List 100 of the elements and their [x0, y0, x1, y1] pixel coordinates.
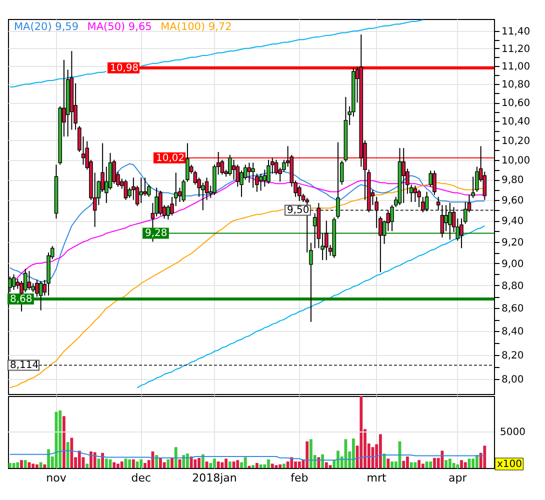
bar [182, 455, 186, 468]
bar [16, 462, 20, 468]
bar [174, 447, 178, 468]
bar [159, 458, 162, 468]
bar [475, 455, 478, 468]
bar [166, 459, 170, 468]
x-tick-label: mrt [366, 472, 388, 484]
bar [386, 458, 390, 468]
candlestick [35, 279, 39, 298]
bar [321, 454, 324, 468]
bar [328, 465, 332, 468]
bar [298, 462, 301, 468]
bar [236, 460, 240, 468]
bar [259, 464, 262, 468]
candlestick [432, 170, 436, 196]
bar [252, 465, 255, 468]
bar [352, 438, 355, 468]
bar [39, 462, 42, 468]
y-tick-label: 10,20 [502, 136, 530, 147]
bar [306, 441, 309, 468]
bar [464, 462, 467, 468]
bar [116, 464, 120, 468]
bar [93, 452, 96, 468]
bar [282, 464, 286, 468]
y-tick-label: 8,40 [502, 326, 524, 338]
bar [278, 464, 282, 468]
y-tick-label: 10,40 [502, 116, 530, 128]
bar [220, 462, 224, 468]
candlestick [266, 159, 270, 184]
candlestick [251, 162, 255, 188]
text: 5000 [500, 427, 526, 438]
bar [101, 452, 104, 468]
candlestick [143, 177, 147, 196]
bar [209, 462, 212, 468]
line-series [136, 225, 486, 388]
candlestick [262, 169, 267, 188]
bar [406, 456, 409, 468]
bar [483, 446, 486, 468]
candlestick [402, 148, 406, 204]
text: MA(50) 9,65 [87, 21, 152, 33]
bar [66, 442, 70, 468]
candlestick [258, 173, 263, 192]
text: MA(20) 9,59 [14, 21, 79, 33]
y-tick-label: 9,60 [502, 195, 524, 206]
candlestick [417, 189, 421, 208]
bar [456, 464, 460, 468]
bar [228, 462, 232, 468]
y-tick-label: 10,80 [502, 80, 530, 91]
candlestick [12, 274, 16, 290]
bar [270, 464, 274, 468]
y-tick-label: 8,60 [502, 304, 524, 315]
x-tick-label: feb [290, 472, 308, 484]
x-tick-label: nov [46, 472, 67, 484]
bar [317, 457, 320, 468]
candlestick [247, 162, 252, 184]
bar [410, 462, 413, 468]
bar [444, 460, 448, 468]
bar [324, 462, 328, 468]
bar [170, 458, 174, 468]
y-tick-label: 9,40 [502, 216, 524, 228]
bar [86, 464, 89, 468]
bar [390, 462, 394, 468]
bar [190, 456, 193, 468]
bar [224, 458, 228, 468]
bar [414, 462, 417, 468]
bar [140, 459, 143, 468]
x-tick-label: apr [448, 472, 468, 484]
bar [216, 462, 220, 468]
ref-line-label: 10,02 [156, 152, 185, 164]
bar [360, 396, 363, 468]
text: MA(100) 9,72 [160, 21, 232, 33]
y-tick-label: 11,00 [502, 62, 530, 73]
bar [201, 454, 204, 468]
y-tick-label: 9,00 [502, 258, 524, 270]
bar [62, 416, 66, 468]
candlestick [440, 204, 444, 238]
bar [144, 462, 146, 468]
bar [24, 460, 27, 468]
bar [198, 458, 200, 468]
candlestick [336, 142, 340, 220]
bar [90, 451, 92, 468]
candlestick [448, 202, 452, 240]
y-tick-label: 8,80 [502, 280, 524, 292]
ref-line-label: 10,98 [110, 62, 139, 74]
text: x100 [497, 459, 522, 470]
bar [244, 457, 247, 468]
y-tick-label: 11,40 [502, 26, 530, 38]
y-tick-label: 9,20 [502, 237, 524, 248]
x-tick-label: 2018jan [192, 472, 237, 484]
bar [433, 458, 436, 468]
y-tick-label: 8,00 [502, 374, 524, 386]
bar [47, 449, 50, 468]
bar [267, 459, 270, 468]
bar [429, 462, 432, 468]
bar [382, 454, 386, 468]
bar [132, 459, 135, 468]
candlestick [158, 190, 162, 216]
bar [162, 462, 166, 468]
bar [460, 460, 463, 468]
bar [274, 465, 278, 468]
